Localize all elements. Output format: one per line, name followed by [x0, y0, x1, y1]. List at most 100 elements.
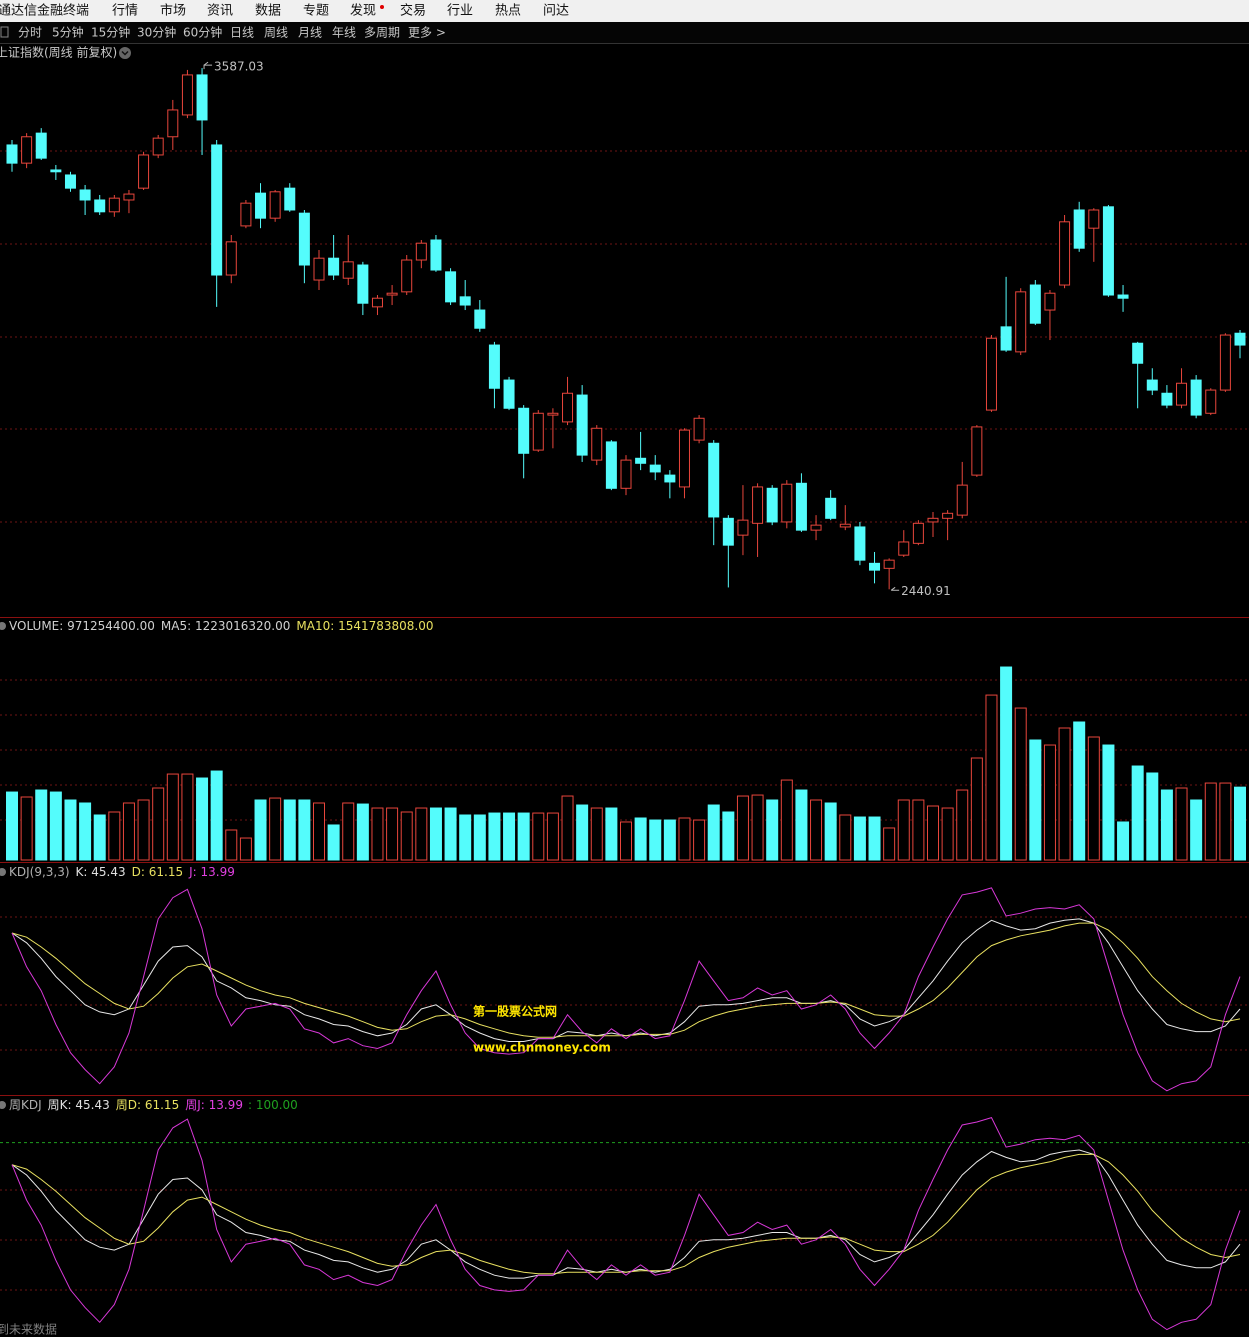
volume-bar	[371, 807, 384, 861]
candle-body	[649, 464, 661, 473]
menu-item[interactable]: 市场	[160, 3, 186, 19]
candle-body	[225, 241, 237, 276]
period-tab[interactable]: 周线	[264, 26, 288, 40]
volume-bar	[254, 799, 267, 861]
volume-bar	[751, 794, 764, 861]
candle-body	[1190, 379, 1202, 416]
menu-item[interactable]: 行情	[112, 4, 138, 19]
candle-body	[313, 257, 325, 281]
panel-icon[interactable]	[0, 868, 6, 876]
volume-bar	[137, 799, 150, 861]
candle-body	[488, 344, 500, 389]
period-icon[interactable]	[0, 26, 9, 38]
candle-body	[678, 429, 690, 488]
volume-bar	[1146, 772, 1159, 861]
candle-body	[752, 486, 764, 524]
legend-entry: K: 45.43	[76, 865, 126, 879]
menu-item[interactable]: 交易	[400, 3, 426, 19]
volume-bar	[824, 802, 837, 861]
period-tab[interactable]: 60分钟	[183, 25, 222, 40]
candle-body	[825, 497, 837, 519]
volume-bar	[1204, 782, 1217, 861]
volume-bar	[780, 779, 793, 861]
volume-bar	[693, 819, 706, 861]
volume-bar	[1000, 666, 1013, 861]
period-tab[interactable]: 年线	[332, 26, 356, 40]
period-tab[interactable]: 日线	[230, 26, 254, 40]
volume-bar	[20, 796, 33, 861]
volume-bar	[1160, 789, 1173, 861]
candle-body	[284, 187, 296, 211]
candle-body	[503, 379, 515, 409]
candle-body	[942, 512, 954, 519]
menu-item[interactable]: 资讯	[207, 4, 233, 19]
candle-body	[562, 392, 574, 423]
volume-bar	[64, 799, 77, 861]
menu-item[interactable]: 热点	[495, 4, 521, 19]
candle-body	[269, 191, 281, 219]
candle-body	[1102, 206, 1114, 296]
candle-body	[64, 174, 76, 189]
volume-bar	[868, 816, 881, 861]
volume-bar	[327, 824, 340, 861]
menu-item[interactable]: 数据	[255, 4, 281, 19]
volume-bar	[649, 819, 662, 861]
menu-item[interactable]: 通达信金融终端	[0, 3, 89, 19]
candle-body	[971, 426, 983, 476]
period-tab[interactable]: 多周期	[364, 26, 400, 40]
menu-item[interactable]: 专题	[303, 4, 329, 19]
volume-bar	[912, 799, 925, 861]
volume-bar	[459, 814, 472, 861]
menu-item[interactable]: 发现	[350, 3, 376, 19]
volume-bar	[590, 807, 603, 861]
volume-bar	[210, 770, 223, 861]
volume-bar	[1073, 721, 1086, 861]
volume-bar	[795, 789, 808, 861]
volume-bar	[1131, 765, 1144, 861]
candle-body	[401, 259, 413, 293]
volume-bar	[269, 797, 282, 861]
candle-body	[415, 242, 427, 261]
volume-bar	[356, 803, 369, 861]
candle-body	[795, 482, 807, 531]
period-tab[interactable]: 30分钟	[137, 25, 176, 40]
candle-body	[810, 524, 822, 531]
candle-body	[1000, 326, 1012, 351]
period-tab[interactable]: 分时	[18, 26, 42, 40]
candle-body	[152, 137, 164, 156]
panel-legend: 周KDJ 周K: 45.43 周D: 61.15 周J: 13.99: 100.00	[9, 1098, 298, 1112]
candle-body	[1176, 382, 1188, 406]
volume-bar	[1014, 707, 1027, 861]
period-tab[interactable]: 更多 >	[408, 26, 446, 40]
candle-body	[459, 296, 471, 306]
candle-body	[532, 412, 544, 451]
volume-bar	[722, 811, 735, 861]
volume-bar	[49, 791, 62, 861]
candle-body	[357, 264, 369, 304]
candle-body	[474, 309, 486, 329]
volume-bar	[736, 795, 749, 861]
candle-body	[1132, 342, 1144, 364]
menu-item[interactable]: 行业	[447, 4, 473, 19]
candle-body	[298, 212, 310, 266]
candle-body	[605, 441, 617, 489]
title-dropdown[interactable]	[119, 47, 131, 59]
indicator-line	[11, 1149, 1241, 1279]
volume-bar	[166, 773, 179, 861]
candle-body	[123, 193, 135, 201]
period-tab[interactable]: 5分钟	[52, 25, 84, 40]
volume-bar	[1058, 727, 1071, 861]
volume-bar	[239, 837, 252, 861]
period-tab[interactable]: 15分钟	[91, 25, 130, 40]
volume-bar	[883, 827, 896, 861]
volume-bar	[79, 802, 92, 861]
panel-legend: VOLUME: 971254400.00 MA5: 1223016320.00 MA…	[9, 619, 434, 633]
period-tab[interactable]: 月线	[298, 26, 322, 40]
panel-icon[interactable]	[0, 1101, 6, 1109]
candle-body	[1117, 294, 1129, 299]
candle-body	[620, 459, 632, 489]
candle-body	[1073, 209, 1085, 249]
panel-icon[interactable]	[0, 622, 6, 630]
menu-item[interactable]: 问达	[543, 4, 569, 19]
